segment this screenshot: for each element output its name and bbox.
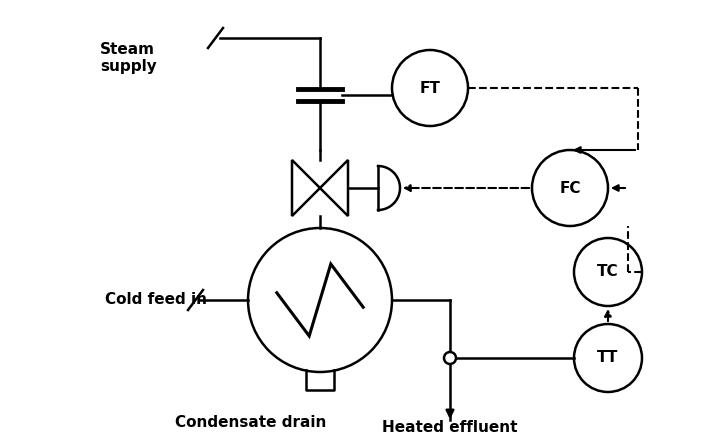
- Circle shape: [444, 352, 456, 364]
- Text: Steam
supply: Steam supply: [100, 42, 157, 75]
- Text: FT: FT: [420, 80, 441, 95]
- Text: TC: TC: [597, 265, 618, 280]
- Text: FC: FC: [559, 181, 581, 195]
- Text: Heated effluent: Heated effluent: [382, 420, 518, 435]
- Text: Cold feed in: Cold feed in: [105, 293, 207, 308]
- Text: TT: TT: [598, 350, 618, 365]
- Text: Condensate drain: Condensate drain: [175, 415, 326, 430]
